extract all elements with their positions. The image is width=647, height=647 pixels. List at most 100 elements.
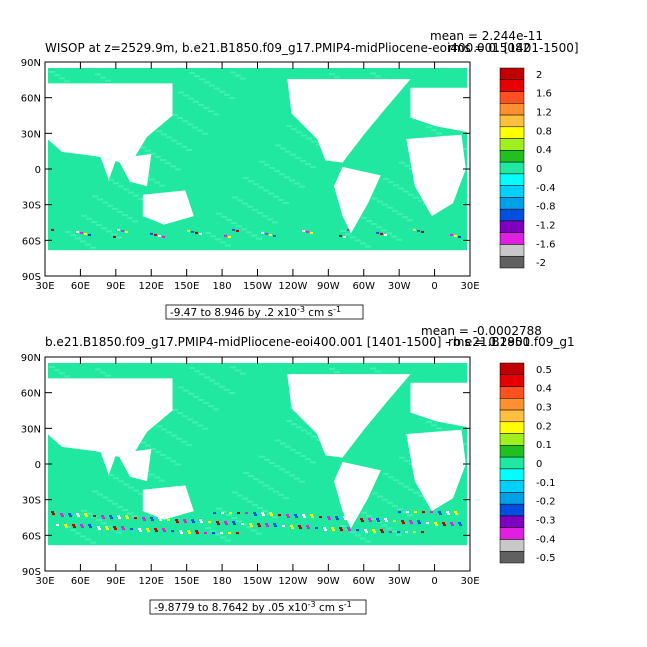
anomaly-dot	[159, 519, 162, 522]
ocean-speckle	[175, 463, 181, 466]
ocean-speckle	[431, 129, 437, 132]
anomaly-dot	[442, 522, 445, 525]
ocean-speckle	[248, 180, 254, 183]
ocean-speckle	[391, 235, 397, 238]
ocean-speckle	[220, 241, 226, 244]
eurasia-land	[45, 378, 173, 460]
anomaly-dot	[106, 528, 109, 531]
anomaly-dot	[245, 512, 248, 515]
anomaly-dot	[274, 525, 277, 528]
ocean-speckle	[123, 188, 129, 191]
anomaly-dot	[65, 526, 68, 529]
ocean-speckle	[150, 447, 156, 450]
anomaly-dot	[225, 523, 228, 526]
ocean-speckle	[192, 126, 198, 129]
ocean-speckle	[243, 472, 249, 474]
ocean-speckle	[436, 427, 442, 430]
ocean-speckle	[310, 166, 316, 169]
ocean-speckle	[285, 445, 291, 448]
anomaly-dot	[151, 519, 154, 522]
ocean-speckle	[160, 454, 166, 456]
x-tick-label: 30W	[388, 281, 411, 292]
ocean-speckle	[382, 498, 388, 501]
ocean-speckle	[311, 140, 317, 143]
ocean-speckle	[193, 395, 199, 398]
colorbar-label: -0.8	[536, 202, 556, 213]
anomaly-dot	[450, 522, 453, 525]
panel-2-y-axis: 90N 60N 30N 0 30S 60S 90S	[21, 353, 470, 578]
anomaly-dot	[77, 515, 80, 518]
ocean-speckle	[253, 183, 259, 186]
colorbar-swatch	[499, 91, 525, 104]
ocean-speckle	[150, 152, 156, 155]
ocean-speckle	[431, 424, 437, 427]
ocean-speckle	[203, 402, 209, 405]
ocean-speckle	[418, 494, 424, 497]
north-america-land	[287, 374, 411, 458]
ocean-speckle	[128, 191, 134, 194]
ocean-speckle	[102, 496, 108, 499]
ocean-speckle	[398, 187, 404, 190]
ocean-speckle	[408, 193, 414, 196]
ocean-speckle	[161, 133, 167, 136]
ocean-speckle	[268, 487, 274, 490]
ocean-speckle	[220, 536, 226, 539]
ocean-speckle	[161, 428, 167, 431]
ocean-speckle	[182, 120, 188, 123]
ocean-speckle	[340, 525, 346, 527]
anomaly-dot	[93, 515, 96, 518]
colorbar-label: 1.6	[536, 89, 552, 100]
anomaly-dot	[306, 525, 309, 528]
ocean-speckle	[172, 408, 178, 411]
colorbar-swatch	[499, 480, 525, 493]
ocean-speckle	[209, 84, 215, 87]
ocean-speckle	[237, 494, 243, 497]
anomaly-dot	[356, 529, 359, 532]
ocean-speckle	[408, 488, 414, 491]
svg-text:-9.47 to 8.946 by .2 x10-3 cm: -9.47 to 8.946 by .2 x10-3 cm s-1	[170, 305, 341, 319]
ocean-speckle	[113, 477, 119, 480]
anomaly-dot	[98, 528, 101, 531]
ocean-speckle	[178, 91, 184, 94]
ocean-speckle	[226, 218, 232, 221]
southeast-asia-land	[117, 449, 152, 482]
ocean-speckle	[80, 240, 86, 243]
ocean-speckle	[145, 149, 151, 152]
anomaly-dot	[459, 524, 462, 527]
ocean-speckle	[272, 516, 278, 519]
colorbar-swatch	[499, 114, 525, 128]
ocean-speckle	[273, 490, 279, 493]
anomaly-dot	[162, 528, 165, 531]
ocean-speckle	[258, 481, 264, 484]
ocean-speckle	[140, 441, 146, 444]
anomaly-dot	[360, 518, 363, 521]
anomaly-dot	[340, 529, 343, 532]
ocean-speckle	[155, 450, 161, 453]
ocean-speckle	[230, 366, 236, 369]
ocean-speckle	[75, 237, 81, 240]
anomaly-dot	[336, 518, 339, 521]
anomaly-dot	[130, 528, 133, 531]
anomaly-dot	[199, 519, 202, 522]
anomaly-dot	[417, 520, 420, 523]
colorbar-label: -0.4	[536, 534, 556, 545]
ocean-speckle	[360, 537, 366, 540]
anomaly-dot	[332, 529, 335, 532]
ocean-speckle	[70, 234, 76, 237]
anomaly-dot	[154, 233, 157, 236]
ocean-speckle	[116, 236, 122, 239]
colorbar-swatch	[499, 362, 525, 376]
anomaly-dot	[176, 521, 179, 524]
colorbar-swatch	[499, 185, 525, 198]
ocean-speckle	[366, 514, 372, 517]
anomaly-dot	[64, 524, 67, 527]
ocean-speckle	[213, 113, 219, 116]
colorbar-label: -0.1	[536, 478, 556, 489]
anomaly-dot	[155, 530, 158, 533]
ocean-speckle	[361, 216, 367, 219]
ocean-speckle	[300, 160, 306, 163]
anomaly-dot	[265, 523, 268, 526]
ocean-speckle	[209, 379, 215, 382]
anomaly-dot	[196, 532, 199, 535]
y-tick-label: 60N	[21, 389, 41, 400]
